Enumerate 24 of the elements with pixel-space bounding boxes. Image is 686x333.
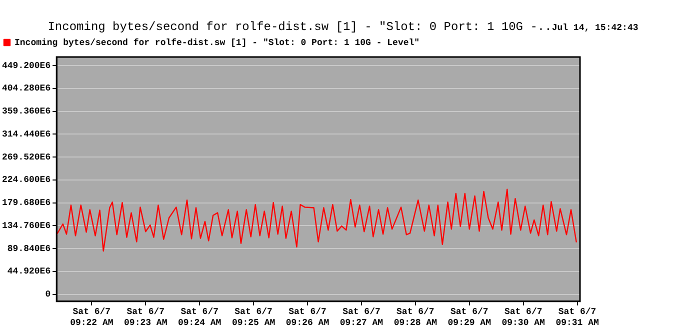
x-tick-label: Sat 6/7 09:29 AM (448, 307, 491, 328)
x-tick-label: Sat 6/7 09:24 AM (178, 307, 222, 328)
x-tick-label: Sat 6/7 09:28 AM (394, 307, 438, 328)
x-tick-label: Sat 6/7 09:25 AM (232, 307, 276, 328)
y-tick-label: 89.840E6 (7, 244, 51, 254)
y-tick-label: 44.920E6 (7, 266, 51, 277)
y-tick-label: 314.440E6 (2, 129, 51, 140)
y-tick-label: 179.680E6 (2, 198, 51, 208)
y-tick-label: 359.360E6 (2, 106, 51, 117)
x-tick-label: Sat 6/7 09:23 AM (124, 307, 168, 328)
y-tick-label: 0 (45, 290, 51, 300)
y-tick-label: 449.200E6 (2, 60, 51, 71)
legend-label: Incoming bytes/second for rolfe-dist.sw [1] - "Slot: 0 Port: 1 10G - Level" (14, 38, 420, 48)
x-tick-label: Sat 6/7 09:30 AM (502, 307, 545, 328)
x-tick-label: Sat 6/7 09:26 AM (286, 307, 330, 328)
y-tick-label: 269.520E6 (2, 152, 51, 162)
y-tick-label: 404.280E6 (2, 84, 51, 94)
x-tick-label: Sat 6/7 09:27 AM (340, 307, 384, 328)
x-tick-label: Sat 6/7 09:31 AM (556, 307, 599, 328)
y-tick-label: 224.600E6 (2, 175, 51, 186)
chart-subtitle: Jul 14, 15:42:43 (552, 23, 638, 33)
y-tick-label: 134.760E6 (2, 220, 51, 231)
x-tick-label: Sat 6/7 09:22 AM (70, 307, 114, 328)
chart-title: Incoming bytes/second for rolfe-dist.sw [1] - "Slot: 0 Port: 1 10G -.. (48, 20, 552, 34)
